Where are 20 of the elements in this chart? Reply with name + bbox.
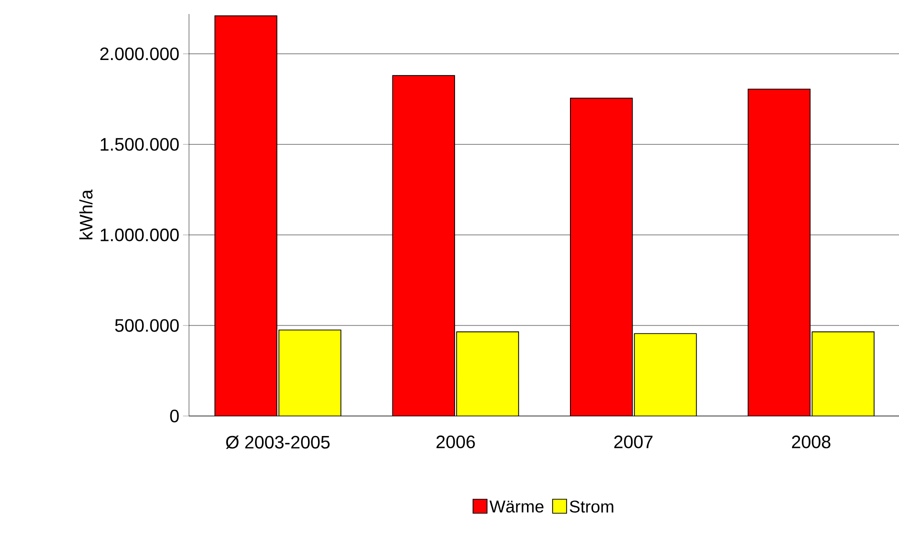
x-tick-label: 2006 (436, 436, 475, 448)
y-tick-label: 2.000.000 (100, 47, 179, 60)
bar (278, 330, 342, 416)
y-tick-label: 1.500.000 (100, 138, 179, 151)
y-tick-label: 1.000.000 (100, 228, 179, 242)
bar (748, 88, 811, 416)
bar (456, 332, 519, 416)
y-tick-label: 500.000 (115, 319, 179, 332)
y-tick-label: 0 (170, 410, 179, 422)
x-tick-label: Ø 2003-2005 (226, 436, 330, 449)
bar (634, 333, 697, 416)
legend-label: Wärme (490, 500, 544, 513)
bar (570, 98, 633, 416)
x-tick-label: 2008 (792, 436, 830, 448)
legend-label: Strom (570, 500, 614, 513)
bar (812, 331, 875, 416)
y-axis-title: kWh/a (79, 189, 93, 240)
x-tick-label: 2007 (614, 436, 652, 448)
bar (392, 76, 455, 416)
bar (214, 15, 278, 416)
